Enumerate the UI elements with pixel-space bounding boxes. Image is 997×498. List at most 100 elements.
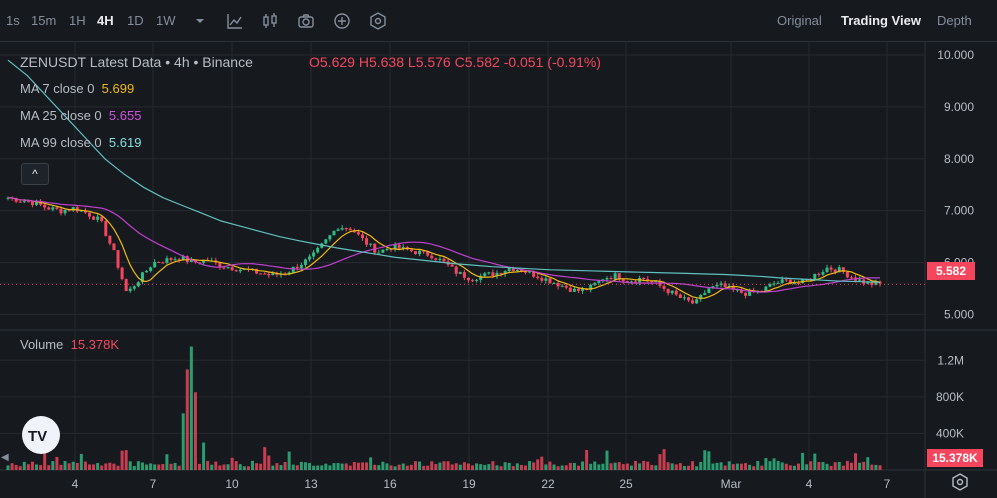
volume-bar bbox=[682, 465, 686, 470]
volume-bar bbox=[59, 464, 63, 470]
scroll-left-icon[interactable]: ◀ bbox=[1, 452, 9, 463]
candle-body bbox=[792, 282, 796, 285]
volume-bar bbox=[100, 465, 104, 470]
candle-body bbox=[532, 270, 536, 277]
candle-body bbox=[55, 207, 59, 209]
candle-body bbox=[821, 272, 825, 275]
volume-bar bbox=[503, 462, 507, 470]
volume-bar bbox=[609, 463, 613, 470]
volume-bar bbox=[153, 464, 157, 470]
volume-bar bbox=[479, 464, 483, 470]
candle-body bbox=[14, 198, 18, 202]
candle-body bbox=[642, 277, 646, 280]
candle-body bbox=[238, 269, 242, 272]
volume-bar bbox=[75, 462, 79, 470]
volume-bar bbox=[87, 464, 91, 470]
chevron-down-icon[interactable] bbox=[190, 11, 210, 31]
candle-body bbox=[259, 273, 263, 275]
view-trading-view[interactable]: Trading View bbox=[841, 13, 921, 28]
x-tick-label: 13 bbox=[304, 477, 318, 491]
settings-hex-icon[interactable] bbox=[368, 11, 388, 31]
candle-body bbox=[422, 250, 426, 252]
candle-body bbox=[650, 281, 654, 283]
add-icon[interactable] bbox=[332, 11, 352, 31]
volume-bar bbox=[576, 465, 580, 470]
candle-body bbox=[442, 258, 446, 262]
candle-body bbox=[226, 267, 230, 269]
volume-bar bbox=[462, 462, 466, 470]
collapse-legend-button[interactable]: ^ bbox=[21, 163, 49, 185]
candle-body bbox=[234, 270, 238, 272]
candle-body bbox=[874, 281, 878, 285]
candle-body bbox=[67, 209, 71, 211]
volume-bar bbox=[874, 464, 878, 470]
candle-body bbox=[479, 275, 483, 280]
candle-body bbox=[409, 249, 413, 252]
candle-body bbox=[369, 243, 373, 245]
timeframe-4h[interactable]: 4H bbox=[97, 13, 114, 28]
volume-bar bbox=[454, 463, 458, 470]
volume-bar bbox=[666, 462, 670, 470]
ma7-value: 5.699 bbox=[101, 81, 135, 96]
volume-bar bbox=[792, 465, 796, 470]
low-value: 5.576 bbox=[415, 54, 451, 70]
volume-bar bbox=[519, 464, 523, 470]
candle-body bbox=[26, 201, 30, 203]
view-original[interactable]: Original bbox=[777, 13, 822, 28]
candle-body bbox=[299, 264, 303, 269]
timeframe-1s[interactable]: 1s bbox=[6, 13, 20, 28]
candle-body bbox=[356, 232, 360, 235]
candle-body bbox=[96, 216, 100, 220]
volume-bar bbox=[246, 466, 250, 470]
candle-body bbox=[776, 282, 780, 284]
timeframe-15m[interactable]: 15m bbox=[31, 13, 57, 28]
candle-body bbox=[59, 208, 63, 214]
volume-bar bbox=[39, 465, 43, 470]
indicators-icon[interactable] bbox=[225, 11, 245, 31]
volume-bar bbox=[442, 461, 446, 470]
view-depth[interactable]: Depth bbox=[937, 13, 972, 28]
volume-bar bbox=[475, 463, 479, 470]
screenshot-icon[interactable] bbox=[296, 11, 316, 31]
volume-bar bbox=[291, 464, 295, 470]
candle-body bbox=[22, 201, 26, 203]
candle-body bbox=[295, 266, 299, 269]
volume-label: Volume bbox=[20, 337, 64, 352]
candle-type-icon[interactable] bbox=[260, 11, 280, 31]
volume-bar bbox=[540, 456, 544, 470]
candle-body bbox=[389, 248, 393, 250]
timeframe-1w[interactable]: 1W bbox=[156, 13, 176, 28]
candle-body bbox=[165, 258, 169, 263]
x-tick-label: 4 bbox=[72, 477, 79, 491]
price-chart[interactable]: 4 7 10 13 16 19 22 25 Mar 4 7 10.000 9.000 8.000 7.000… bbox=[0, 42, 997, 498]
volume-bar bbox=[548, 461, 552, 470]
volume-bar bbox=[691, 461, 695, 470]
volume-bar bbox=[283, 461, 287, 470]
low-label: L bbox=[407, 54, 416, 70]
volume-bar bbox=[369, 457, 373, 470]
chart-settings-icon[interactable] bbox=[950, 472, 970, 492]
candle-body bbox=[218, 262, 222, 268]
volume-bar bbox=[658, 454, 662, 470]
x-tick-label: 7 bbox=[884, 477, 891, 491]
volume-bar bbox=[495, 465, 499, 470]
volume-bar bbox=[695, 466, 699, 470]
volume-bar bbox=[845, 460, 849, 470]
volume-bar bbox=[145, 464, 149, 470]
volume-bar bbox=[829, 465, 833, 470]
volume-bar bbox=[450, 464, 454, 470]
candle-body bbox=[116, 250, 120, 268]
volume-bar bbox=[128, 461, 132, 470]
volume-bar bbox=[585, 449, 589, 470]
candle-body bbox=[682, 297, 686, 299]
price-tick-label: 7.000 bbox=[944, 204, 974, 218]
ma7-legend: MA 7 close 0 5.699 bbox=[20, 81, 134, 96]
timeframe-1d[interactable]: 1D bbox=[127, 13, 144, 28]
volume-bar bbox=[218, 465, 222, 470]
candle-body bbox=[523, 271, 527, 273]
volume-bar bbox=[849, 462, 853, 470]
timeframe-1h[interactable]: 1H bbox=[69, 13, 86, 28]
candle-body bbox=[316, 247, 320, 253]
volume-bar bbox=[149, 463, 153, 470]
candle-body bbox=[92, 216, 96, 220]
